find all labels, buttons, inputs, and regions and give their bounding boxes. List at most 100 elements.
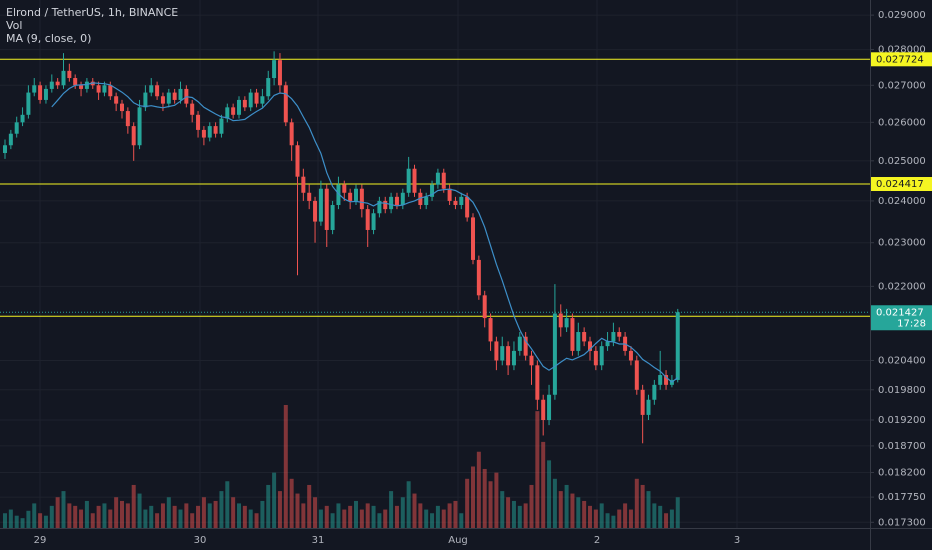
candle-body (605, 341, 610, 347)
volume-bar (149, 505, 154, 528)
candle-body (494, 341, 499, 361)
volume-bar (266, 484, 271, 528)
candle-body (131, 126, 136, 146)
volume-bar (523, 503, 528, 528)
volume-bar (377, 513, 382, 528)
candle-body (260, 96, 265, 104)
volume-bar (260, 500, 265, 528)
candle-body (453, 200, 458, 206)
last-price-bg (871, 305, 932, 331)
candle-body (79, 85, 84, 89)
volume-bar (248, 509, 253, 528)
volume-bar (254, 513, 259, 528)
candle-body (400, 192, 405, 206)
candle-body (289, 122, 294, 146)
candle-body (84, 81, 89, 89)
volume-bar (196, 505, 201, 528)
candle-body (529, 355, 534, 366)
candle-body (447, 188, 452, 201)
candle-body (213, 126, 218, 134)
volume-bar (213, 500, 218, 528)
level-label: 0.024417 (876, 179, 924, 190)
volume-bar (558, 491, 563, 528)
candle-body (441, 172, 446, 189)
volume-bar (184, 503, 189, 528)
volume-bar (26, 510, 31, 528)
candle-body (8, 133, 13, 146)
volume-bar (441, 509, 446, 528)
volume-bar (354, 500, 358, 528)
level-label: 0.027724 (876, 54, 924, 65)
candle-body (219, 118, 224, 134)
volume-bar (79, 509, 84, 528)
volume-bar (611, 515, 616, 528)
volume-bar (511, 500, 516, 528)
candle-body (582, 332, 587, 342)
candle-body (570, 318, 575, 351)
candle-body (517, 336, 522, 351)
volume-bar (307, 484, 312, 528)
volume-bar (131, 484, 136, 528)
volume-bar (155, 513, 160, 528)
candle-body (295, 145, 300, 177)
volume-bar (313, 497, 318, 528)
volume-bar (582, 500, 587, 528)
candle-body (248, 92, 253, 108)
candle-body (412, 168, 417, 193)
candle-body (166, 92, 171, 104)
y-tick-label: 0.018700 (878, 441, 926, 452)
volume-bar (201, 497, 206, 528)
volume-bar (570, 493, 575, 528)
volume-bar (412, 493, 417, 528)
volume-bar (14, 515, 19, 528)
candle-body (658, 375, 663, 385)
candle-layer (3, 51, 680, 444)
y-tick-label: 0.018200 (878, 468, 926, 479)
volume-bar (225, 481, 230, 528)
y-tick-label: 0.027000 (878, 80, 926, 91)
volume-bar (552, 478, 557, 528)
countdown-label: 17:28 (897, 318, 926, 329)
candle-body (564, 318, 569, 328)
volume-bar (453, 500, 458, 528)
candle-body (149, 85, 154, 93)
volume-bar (652, 503, 657, 528)
volume-bar (646, 491, 651, 528)
candle-body (465, 196, 470, 218)
candle-body (371, 213, 376, 230)
candle-body (266, 78, 271, 97)
candle-body (43, 88, 48, 100)
candle-body (160, 96, 165, 104)
y-tick-label: 0.022000 (878, 281, 926, 292)
y-tick-label: 0.026000 (878, 117, 926, 128)
volume-bar (494, 472, 499, 528)
volume-bar (359, 509, 364, 528)
candle-body (634, 360, 639, 390)
candle-body (506, 346, 511, 366)
y-tick-label: 0.020400 (878, 355, 926, 366)
candle-body (342, 184, 347, 193)
candle-body (313, 200, 318, 222)
volume-bar (430, 513, 435, 528)
candle-body (354, 188, 358, 201)
candle-body (377, 200, 382, 214)
volume-bar (465, 478, 470, 528)
volume-bar (348, 505, 353, 528)
candle-body (283, 85, 288, 123)
candle-body (523, 336, 528, 356)
candle-body (73, 78, 78, 86)
volume-bar (400, 497, 405, 528)
volume-bar (447, 503, 452, 528)
candle-body (155, 85, 160, 97)
volume-bar (172, 505, 177, 528)
candle-body (365, 209, 370, 230)
candle-body (32, 85, 37, 93)
volume-bar (120, 500, 124, 528)
candle-body (190, 103, 195, 115)
volume-bar (84, 500, 89, 528)
y-tick-label: 0.023000 (878, 238, 926, 249)
volume-bar (564, 484, 569, 528)
last-price-label: 0.021427 (876, 307, 924, 318)
volume-bar (32, 503, 37, 528)
volume-bar (43, 515, 48, 528)
